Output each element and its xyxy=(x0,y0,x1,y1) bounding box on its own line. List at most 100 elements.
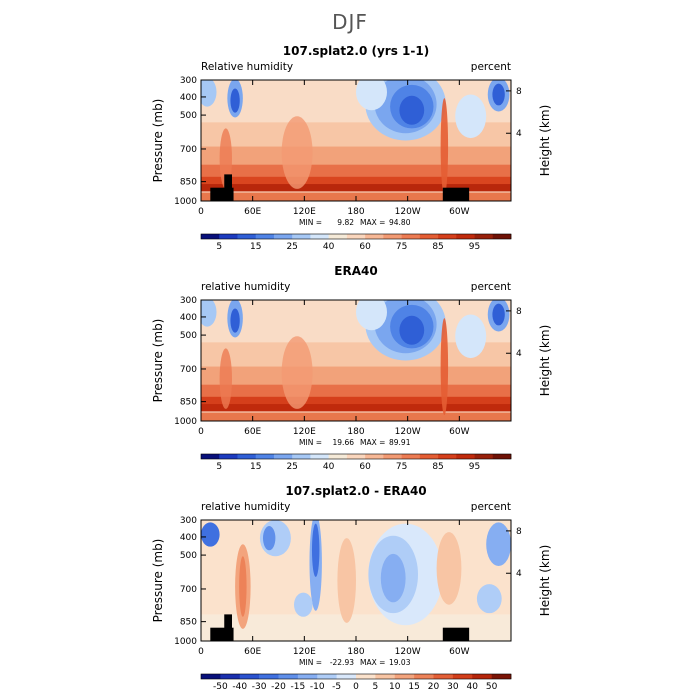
y-tick-label: 700 xyxy=(180,145,197,155)
x-tick-label: 60E xyxy=(244,427,261,437)
colorbar-label: -15 xyxy=(291,682,306,692)
colorbar-label: 0 xyxy=(353,682,359,692)
colorbar-label: 40 xyxy=(467,682,479,692)
colorbar-swatch xyxy=(433,674,454,679)
colorbar-label: 20 xyxy=(428,682,440,692)
min-value: 19.66 xyxy=(333,438,355,447)
y-tick-label: 400 xyxy=(180,93,197,103)
max-text: MAX = xyxy=(360,218,385,227)
colorbar-swatch xyxy=(346,234,366,239)
colorbar-frame xyxy=(200,673,512,680)
colorbar-label: 40 xyxy=(323,242,335,252)
colorbar-label: -5 xyxy=(332,682,341,692)
colorbar-swatch xyxy=(474,454,494,459)
chart-panel-3: 107.splat2.0 - ERA40 relative humidity per… xyxy=(151,484,552,692)
y2-axis-label: Height (km) xyxy=(538,325,552,396)
panel-title: 107.splat2.0 - ERA40 xyxy=(285,484,426,498)
colorbar-swatch xyxy=(237,454,257,459)
colorbar-swatch xyxy=(273,454,293,459)
colorbar-swatch xyxy=(438,454,457,459)
colorbar-swatch xyxy=(401,234,421,239)
max-value: 89.91 xyxy=(389,438,411,447)
colorbar-swatch xyxy=(356,674,376,679)
y-tick-label: 300 xyxy=(180,516,197,526)
contour-field xyxy=(201,300,511,421)
colorbar-frame xyxy=(200,233,512,240)
max-text: MAX = xyxy=(360,658,385,667)
colorbar-swatch xyxy=(491,674,512,679)
colorbar-label: 60 xyxy=(359,462,371,472)
min-value: -22.93 xyxy=(330,658,354,667)
min-text: MIN = xyxy=(299,438,322,447)
x-tick-label: 120W xyxy=(395,207,421,217)
y2-tick-label: 4 xyxy=(516,569,522,579)
colorbar-swatch xyxy=(336,674,357,679)
colorbar-swatch xyxy=(310,454,329,459)
y-tick-label: 850 xyxy=(180,398,197,408)
colorbar-swatch xyxy=(310,234,329,239)
y2-axis-label: Height (km) xyxy=(538,105,552,176)
colorbar-swatch xyxy=(255,234,275,239)
panel-title: 107.splat2.0 (yrs 1-1) xyxy=(283,44,429,58)
contour-field xyxy=(201,520,511,641)
colorbar-swatch xyxy=(456,234,475,239)
colorbar-label: 40 xyxy=(323,462,335,472)
right-label: percent xyxy=(471,281,511,293)
y2-axis-label: Height (km) xyxy=(538,545,552,616)
colorbar-label: 75 xyxy=(396,462,407,472)
colorbar-swatch xyxy=(414,674,434,679)
colorbar-label: 5 xyxy=(216,242,222,252)
colorbar-swatch xyxy=(456,454,475,459)
colorbar-swatch xyxy=(472,674,492,679)
max-value: 19.03 xyxy=(389,658,411,667)
colorbar-swatch xyxy=(328,234,348,239)
colorbar-swatch xyxy=(492,454,512,459)
colorbar-swatch xyxy=(273,234,293,239)
y-tick-label: 700 xyxy=(180,365,197,375)
colorbar: 5 15 25 40 60 75 85 95 xyxy=(200,233,512,252)
y-tick-label: 500 xyxy=(180,551,197,561)
colorbar-swatch xyxy=(297,674,318,679)
colorbar-swatch xyxy=(346,454,366,459)
colorbar-label: 5 xyxy=(373,682,379,692)
y-axis-label: Pressure (mb) xyxy=(151,319,165,403)
x-tick-label: 60W xyxy=(449,207,469,217)
left-label: Relative humidity xyxy=(201,61,293,73)
x-tick-label: 180 xyxy=(347,647,364,657)
colorbar-swatch xyxy=(219,234,238,239)
colorbar-label: 95 xyxy=(469,462,480,472)
colorbar-label: -40 xyxy=(232,682,247,692)
colorbar-label: 25 xyxy=(286,242,297,252)
colorbar-label: -10 xyxy=(310,682,325,692)
x-tick-label: 120E xyxy=(293,647,316,657)
colorbar-swatch xyxy=(201,454,220,459)
topography-block xyxy=(224,614,232,641)
colorbar-label: -30 xyxy=(252,682,267,692)
colorbar-label: 75 xyxy=(396,242,407,252)
colorbar-label: 30 xyxy=(447,682,459,692)
colorbar: -50 -40 -30 -20 -15 -10 -5 0 5 10 15 20 30 40 50 xyxy=(200,673,512,692)
colorbar-label: 85 xyxy=(432,462,443,472)
colorbar: 5 15 25 40 60 75 85 95 xyxy=(200,453,512,472)
colorbar-swatch xyxy=(259,674,279,679)
colorbar-swatch xyxy=(365,454,384,459)
colorbar-label: 15 xyxy=(250,462,261,472)
figure-title: DJF xyxy=(332,10,368,34)
y2-tick-label: 8 xyxy=(516,307,522,317)
colorbar-swatch xyxy=(474,234,494,239)
x-tick-label: 120E xyxy=(293,207,316,217)
y-tick-label: 500 xyxy=(180,111,197,121)
topography-block xyxy=(442,627,470,641)
colorbar-swatch xyxy=(292,234,311,239)
y-axis-label: Pressure (mb) xyxy=(151,539,165,623)
colorbar-frame xyxy=(200,453,512,460)
topography-block xyxy=(442,187,470,201)
colorbar-label: 50 xyxy=(486,682,498,692)
colorbar-swatch xyxy=(383,454,402,459)
y-tick-label: 850 xyxy=(180,178,197,188)
left-label: relative humidity xyxy=(201,281,290,293)
x-tick-label: 0 xyxy=(198,207,204,217)
min-text: MIN = xyxy=(299,658,322,667)
colorbar-swatch xyxy=(239,674,260,679)
